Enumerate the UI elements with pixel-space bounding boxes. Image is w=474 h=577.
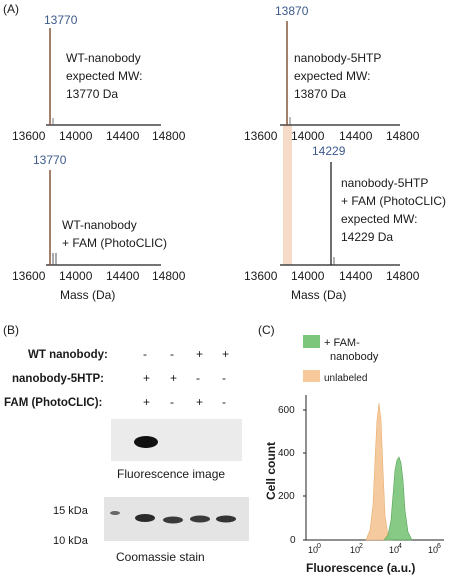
x-tick-label: 14400 (339, 129, 373, 143)
y-tick-label: 600 (278, 405, 295, 416)
x-axis-title: Mass (Da) (291, 288, 346, 302)
legend-swatch-fam (303, 335, 320, 348)
x-tick-label: 14000 (291, 129, 325, 143)
x-tick-label: 14800 (152, 129, 186, 143)
histogram-fam-nanobody (383, 456, 413, 541)
x-axis-title: Mass (Da) (60, 288, 115, 302)
panel-a-label: (A) (3, 2, 19, 16)
lane-sign: - (170, 395, 174, 409)
gel-band (190, 515, 210, 523)
y-tick-label: 0 (290, 535, 296, 546)
legend-label-fam: nanobody (330, 351, 379, 363)
y-tick-label: 200 (278, 491, 295, 502)
x-tick-exponent: 4 (398, 543, 402, 550)
mass-highlight-band (283, 125, 292, 265)
annotation-line: expected MW: (66, 69, 142, 83)
y-axis-title: Cell count (264, 442, 278, 500)
lane-sign: + (222, 347, 229, 361)
gel-band (135, 514, 155, 522)
spectrum-wt-nanobody-fam: 13770 WT-nanobody + FAM (PhotoCLIC) 1360… (12, 153, 186, 302)
x-tick-exponent: 2 (359, 543, 363, 550)
ladder-band (110, 511, 120, 515)
x-tick-label: 13600 (244, 269, 278, 283)
peak-label: 13770 (33, 153, 67, 167)
annotation-line: 14229 Da (341, 230, 393, 244)
annotation-line: WT-nanobody (62, 218, 137, 232)
x-tick-label: 14400 (339, 269, 373, 283)
x-tick-label: 14000 (59, 269, 93, 283)
x-tick-label: 14800 (152, 269, 186, 283)
coomassie-gel: 15 kDa 10 kDa Coomassie stain (53, 497, 249, 564)
x-tick-label: 10 (350, 545, 360, 555)
lane-sign: + (170, 371, 177, 385)
y-tick-label: 400 (278, 448, 295, 459)
annotation-line: 13870 Da (294, 87, 346, 101)
lane-sign: + (196, 347, 203, 361)
lane-sign: + (196, 395, 203, 409)
legend: + FAM- nanobody unlabeled (303, 335, 379, 384)
lane-sign: - (170, 347, 174, 361)
fluorescence-gel: Fluorescence image (111, 419, 242, 481)
x-tick-label: 13600 (244, 129, 278, 143)
histogram-unlabeled (365, 402, 393, 541)
row-label-fam: FAM (PhotoCLIC): (4, 397, 102, 409)
coomassie-caption: Coomassie stain (116, 550, 205, 564)
peak-label: 14229 (312, 144, 346, 158)
lane-sign: + (143, 395, 150, 409)
lane-sign: + (143, 371, 150, 385)
annotation-line: expected MW: (341, 212, 417, 226)
x-tick-label: 10 (308, 545, 318, 555)
annotation-line: + FAM (PhotoCLIC) (62, 236, 167, 250)
x-tick-exponent: 6 (437, 543, 441, 550)
lane-sign: - (222, 395, 226, 409)
lane-sign: - (222, 371, 226, 385)
spectrum-nanobody-5htp-fam: 14229 nanobody-5HTP + FAM (PhotoCLIC) ex… (244, 144, 446, 302)
spectrum-wt-nanobody: 13770 WT-nanobody expected MW: 13770 Da … (12, 13, 186, 143)
x-tick-label: 14000 (59, 129, 93, 143)
annotation-line: nanobody-5HTP (294, 51, 381, 65)
x-tick-label: 14400 (106, 129, 140, 143)
x-tick-label: 10 (389, 545, 399, 555)
row-label-wt: WT nanobody: (28, 349, 108, 361)
x-tick-label: 13600 (12, 129, 46, 143)
x-tick-label: 14400 (106, 269, 140, 283)
peak-label: 13770 (44, 13, 78, 27)
peak-label: 13870 (275, 4, 309, 18)
x-tick-label: 13600 (12, 269, 46, 283)
lane-sign: - (196, 371, 200, 385)
gel-band (216, 515, 236, 523)
row-label-5htp: nanobody-5HTP: (12, 373, 104, 385)
lane-sign: - (143, 347, 147, 361)
gel-band (134, 436, 158, 448)
spectrum-nanobody-5htp: 13870 nanobody-5HTP expected MW: 13870 D… (244, 4, 420, 143)
x-tick-label: 14800 (386, 129, 420, 143)
legend-swatch-unlabeled (303, 370, 320, 382)
legend-label-fam: + FAM- (324, 337, 360, 349)
annotation-line: nanobody-5HTP (341, 176, 428, 190)
fluorescence-caption: Fluorescence image (117, 467, 225, 481)
x-tick-exponent: 0 (317, 543, 321, 550)
annotation-line: WT-nanobody (66, 51, 141, 65)
gel-band (163, 516, 183, 524)
gel-background (111, 419, 242, 461)
marker-15kda: 15 kDa (53, 505, 89, 517)
legend-label-unlabeled: unlabeled (324, 373, 367, 384)
panel-c-label: (C) (258, 323, 275, 337)
annotation-line: expected MW: (294, 69, 370, 83)
flow-histogram: 0 200 400 600 Cell count 10 0 10 2 10 4 … (264, 395, 444, 575)
panel-b-label: (B) (3, 323, 19, 337)
annotation-line: 13770 Da (66, 87, 118, 101)
annotation-line: + FAM (PhotoCLIC) (341, 194, 446, 208)
marker-10kda: 10 kDa (53, 535, 89, 547)
x-tick-label: 14000 (291, 269, 325, 283)
x-tick-label: 14800 (386, 269, 420, 283)
x-tick-label: 10 (428, 545, 438, 555)
x-axis-title: Fluorescence (a.u.) (306, 561, 415, 575)
gel-lane-table: WT nanobody: nanobody-5HTP: FAM (PhotoCL… (4, 347, 229, 409)
